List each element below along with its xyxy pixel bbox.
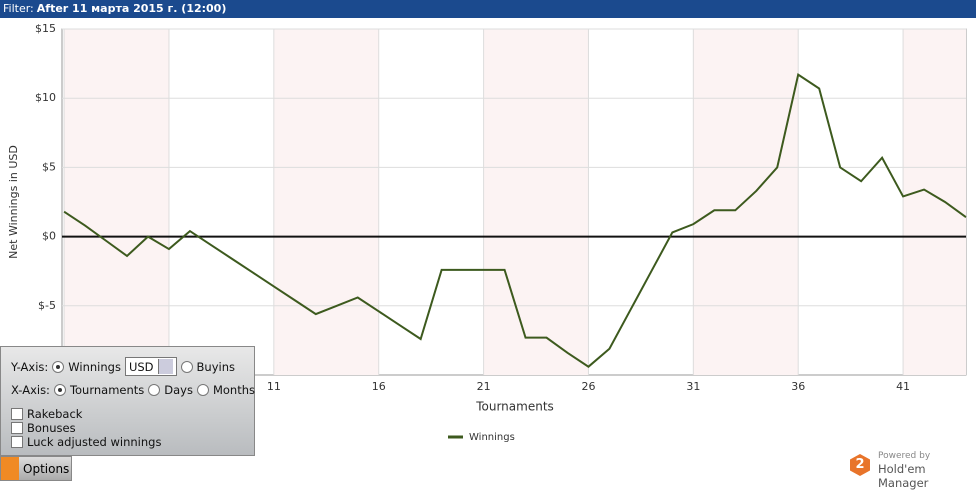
option[interactable]: Days <box>164 383 193 397</box>
option[interactable]: Winnings <box>68 359 121 374</box>
series-line <box>63 73 967 368</box>
checkbox[interactable] <box>11 436 23 448</box>
filter-label: Filter: <box>3 2 34 15</box>
option[interactable]: Tournaments <box>69 383 145 397</box>
checkbox-label[interactable]: Luck adjusted winnings <box>27 435 162 449</box>
x-tick-label: 16 <box>372 380 386 393</box>
y-tick-label: $10 <box>35 91 56 104</box>
currency: USD <box>128 359 154 374</box>
band <box>483 29 589 375</box>
x-tick-label: 36 <box>791 380 805 393</box>
radio[interactable] <box>196 384 209 396</box>
y-tick-label: $0 <box>42 230 56 243</box>
button-label[interactable]: Options <box>23 461 70 476</box>
filter-value: After 11 марта 2015 г. (12:00) <box>36 2 227 15</box>
chart: Net Winnings in USD Tournaments 16111621… <box>7 22 967 443</box>
checkbox-label[interactable]: Bonuses <box>27 421 76 435</box>
checkbox[interactable] <box>11 422 23 434</box>
band <box>693 29 799 375</box>
band <box>64 29 169 375</box>
radio[interactable] <box>52 360 65 373</box>
powered-by: Powered by <box>878 451 931 461</box>
y-tick-label: $5 <box>42 160 56 173</box>
y-tick-label: $15 <box>35 22 56 35</box>
x-tick-label: 26 <box>581 380 595 393</box>
option[interactable]: Months <box>212 383 256 397</box>
y-tick-label: $-5 <box>38 299 56 312</box>
option[interactable]: Buyins <box>196 359 236 374</box>
radio[interactable] <box>53 384 66 396</box>
branding: 2 Powered by Hold'em Manager <box>850 450 976 490</box>
checkbox-label[interactable]: Rakeback <box>27 407 83 421</box>
y-axis-title: Net Winnings in USD <box>7 145 20 259</box>
options-button[interactable]: Options <box>0 456 72 481</box>
band <box>273 29 379 375</box>
y-axis-label: Y-Axis: <box>11 359 49 374</box>
x-tick-label: 41 <box>896 380 910 393</box>
x-axis-label: X-Axis: <box>11 383 50 397</box>
options-panel: Y-Axis: Winnings USD Buyins X-Axis: Tourname… <box>0 346 255 456</box>
logo: 2 <box>850 454 870 476</box>
band <box>903 29 966 375</box>
legend-label: Winnings <box>469 432 515 443</box>
currency-select[interactable]: USD <box>124 357 177 376</box>
radio[interactable] <box>148 384 161 396</box>
x-tick-label: 31 <box>686 380 700 393</box>
x-axis-title: Tournaments <box>475 400 554 414</box>
x-tick-label: 11 <box>267 380 281 393</box>
radio[interactable] <box>180 360 193 373</box>
x-tick-label: 21 <box>477 380 491 393</box>
product-name: Hold'em Manager <box>878 462 929 490</box>
checkbox[interactable] <box>11 408 23 420</box>
filter-bar: Filter: After 11 марта 2015 г. (12:00) <box>0 0 976 18</box>
